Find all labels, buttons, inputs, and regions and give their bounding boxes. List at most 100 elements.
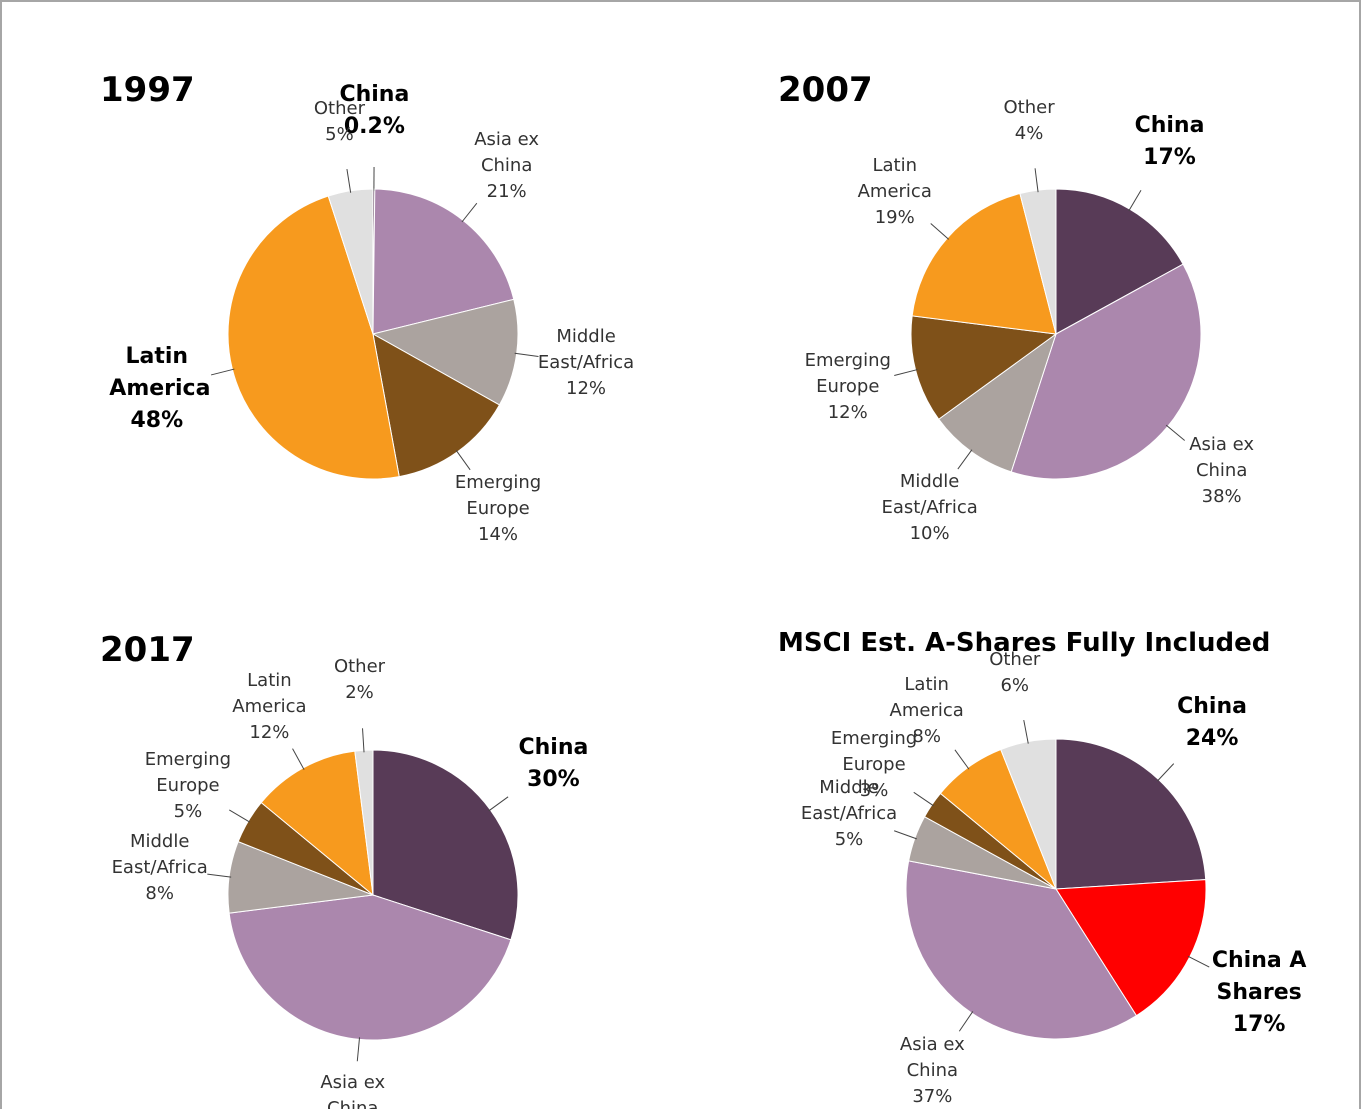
leader-line <box>207 873 232 878</box>
slice-label: China 30% <box>506 732 601 796</box>
value-label: 30% <box>527 766 580 792</box>
category-label: Other <box>333 656 386 678</box>
leader-line <box>229 809 251 823</box>
category-label: Latin America <box>889 674 964 722</box>
slice-label: China A Shares 17% <box>1212 945 1307 1041</box>
category-label: Other <box>989 648 1041 670</box>
slice-label: Other 5% <box>284 96 394 148</box>
slice-label: Other 4% <box>974 95 1084 147</box>
leader-line <box>356 1037 361 1062</box>
leader-line <box>894 369 918 377</box>
value-label: 12% <box>249 721 290 743</box>
slice-label: Other 2% <box>305 654 415 706</box>
value-label: 48% <box>130 407 184 433</box>
category-label: Emerging Europe <box>144 748 232 796</box>
leader-line <box>913 791 934 807</box>
leader-line <box>958 1011 974 1032</box>
value-label: 2% <box>345 682 374 704</box>
value-label: 0.2% <box>343 114 405 139</box>
leader-line <box>1034 168 1039 193</box>
chart-title: 2007 <box>778 70 873 110</box>
slice-label: Emerging Europe 14% <box>443 470 553 548</box>
slice-label: Emerging Europe 5% <box>133 747 243 825</box>
category-label: Emerging Europe <box>830 728 918 776</box>
leader-line <box>957 449 973 470</box>
value-label: 12% <box>827 402 868 424</box>
leader-line <box>954 749 970 770</box>
category-label: Emerging Europe <box>454 471 542 519</box>
pie-slice <box>1055 738 1207 890</box>
category-label: Latin America <box>109 343 211 401</box>
value-label: 5% <box>173 800 203 822</box>
slice-label: Middle East/Africa 10% <box>875 469 985 547</box>
slice-label: Latin America 12% <box>214 668 324 746</box>
category-label: Middle East/Africa <box>800 777 898 825</box>
category-label: Asia ex China <box>474 128 540 176</box>
slice-label: Asia ex China 38% <box>1167 432 1277 510</box>
slice-label: Asia ex China 37% <box>877 1032 987 1109</box>
leader-line <box>1128 190 1142 212</box>
value-label: 5% <box>834 829 864 851</box>
slice-label: Asia ex China 21% <box>452 127 562 205</box>
slice-label: Middle East/Africa 12% <box>531 324 641 402</box>
category-label: China <box>1177 693 1247 719</box>
category-label: Asia ex China <box>1189 434 1255 482</box>
slice-label: Latin America 19% <box>840 153 950 231</box>
slice-label: China 17% <box>1122 110 1217 174</box>
category-label: China A Shares <box>1211 947 1307 1005</box>
category-label: China <box>518 734 589 760</box>
value-label: 21% <box>486 180 527 202</box>
category-label: Middle East/Africa <box>537 325 635 373</box>
leader-line <box>362 728 365 753</box>
leader-line <box>210 368 235 376</box>
category-label: China <box>1134 113 1205 139</box>
slice-label: Latin America 48% <box>109 341 211 437</box>
value-label: 3% <box>859 780 889 802</box>
slice-label: Emerging Europe 3% <box>819 726 929 804</box>
category-label: Middle East/Africa <box>111 831 208 879</box>
leader-line <box>292 748 305 770</box>
value-label: 8% <box>145 883 174 905</box>
leader-line <box>1165 424 1185 441</box>
leader-line <box>488 796 509 812</box>
category-label: Other <box>1003 96 1055 118</box>
leader-line <box>1023 719 1029 744</box>
slice-label: Asia ex China43% <box>298 1070 408 1109</box>
value-label: 8% <box>912 726 941 748</box>
category-label: Latin America <box>857 154 932 202</box>
category-label: Other <box>313 97 365 119</box>
leader-line <box>514 352 539 357</box>
chart-title: 1997 <box>100 70 195 110</box>
category-label: Asia ex China <box>899 1033 965 1081</box>
value-label: 14% <box>478 523 519 545</box>
category-label: China <box>339 82 410 107</box>
slice-label: Other 6% <box>960 647 1070 699</box>
chart-title: MSCI Est. A-Shares Fully Included <box>778 628 1271 658</box>
value-label: 12% <box>566 377 607 399</box>
slice-label: Middle East/Africa 8% <box>105 829 215 907</box>
value-label: 5% <box>325 123 354 145</box>
slice-label: China 0.2% <box>327 79 422 143</box>
value-label: 6% <box>1000 674 1030 696</box>
value-label: 17% <box>1143 145 1196 171</box>
value-label: 10% <box>909 522 950 544</box>
value-label: 4% <box>1014 122 1044 144</box>
value-label: 24% <box>1185 725 1239 751</box>
category-label: Asia ex China <box>320 1072 386 1109</box>
slice-label: Latin America 8% <box>872 672 982 750</box>
leader-line <box>1187 955 1210 968</box>
category-label: Latin America <box>232 669 307 717</box>
slice-label: Emerging Europe 12% <box>793 348 903 426</box>
value-label: 37% <box>912 1085 953 1107</box>
leader-line <box>346 168 352 193</box>
chart-title: 2017 <box>100 630 195 670</box>
category-label: Middle East/Africa <box>881 470 978 518</box>
value-label: 19% <box>874 206 915 228</box>
leader-line <box>1156 763 1175 782</box>
leader-line <box>893 830 917 840</box>
leader-line <box>461 202 478 223</box>
value-label: 17% <box>1232 1011 1286 1037</box>
slice-label: Middle East/Africa 5% <box>794 775 904 853</box>
